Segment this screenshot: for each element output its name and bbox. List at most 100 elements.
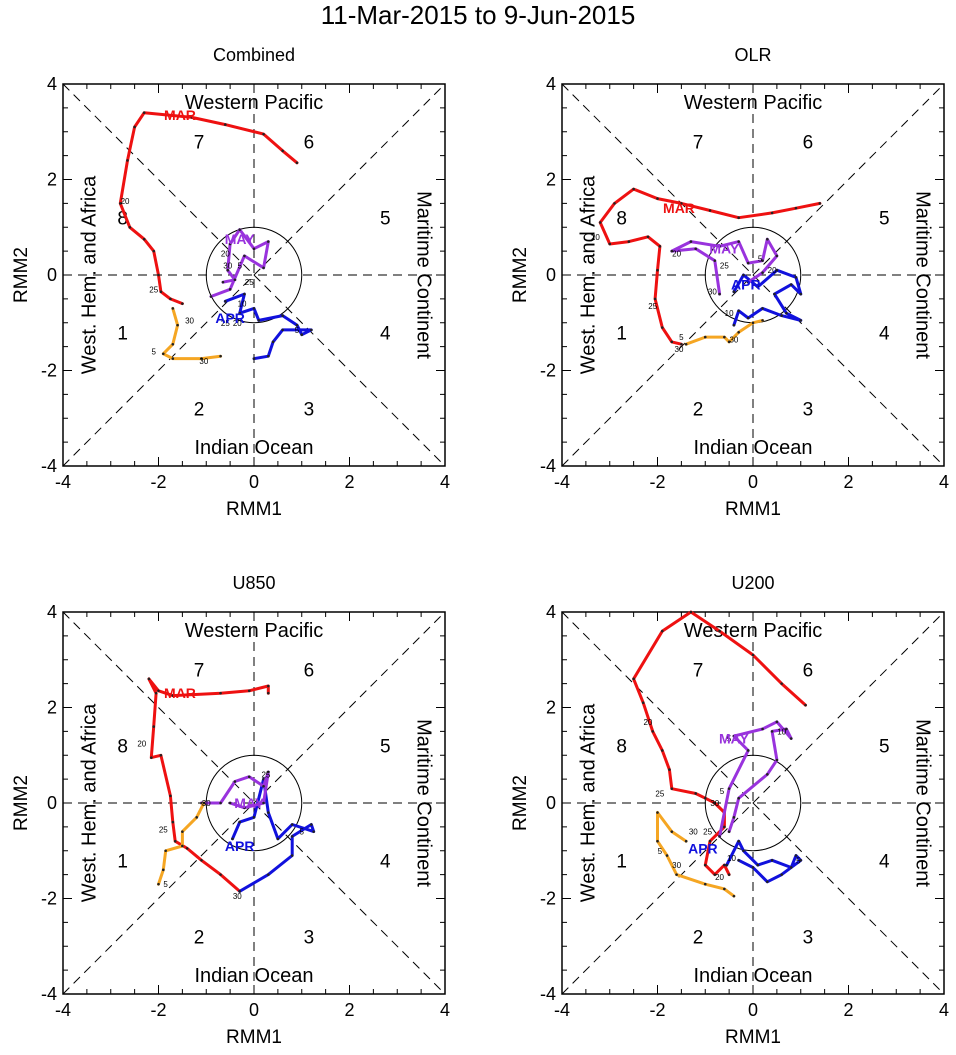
day-point-mar xyxy=(723,863,726,867)
day-point-may xyxy=(761,271,764,274)
day-point-may xyxy=(209,295,213,298)
day-point-mar xyxy=(128,225,132,229)
page-title: 11-Mar-2015 to 9-Jun-2015 xyxy=(320,0,636,30)
x-axis-label: RMM1 xyxy=(725,1027,781,1048)
day-point-apr xyxy=(761,307,764,310)
day-point-may xyxy=(228,801,232,805)
day-point-mar xyxy=(267,691,270,695)
region-label-west-hem-africa: West. Hem. and Africa xyxy=(577,175,599,374)
day-point-apr xyxy=(785,311,788,315)
day-point-mar xyxy=(185,847,189,850)
day-label: 5 xyxy=(720,787,725,796)
day-point-may xyxy=(775,720,779,724)
phase-label-6: 6 xyxy=(304,660,315,681)
guide-diagonal-up xyxy=(561,83,945,467)
day-label: 5 xyxy=(727,735,732,744)
day-label: 20 xyxy=(221,250,230,259)
x-tick-label: -2 xyxy=(649,472,665,492)
day-point-apr xyxy=(252,307,256,310)
day-label: 30 xyxy=(729,335,738,344)
day-point-apr xyxy=(737,859,740,862)
month-label-may: MAY xyxy=(719,731,749,747)
day-point-jun xyxy=(751,321,755,325)
day-label: 25 xyxy=(245,278,254,287)
x-tick-label: 2 xyxy=(843,1000,853,1020)
region-label-western-pacific: Western Pacific xyxy=(684,620,823,642)
day-point-apr xyxy=(252,357,256,360)
x-tick-label: 4 xyxy=(440,1000,450,1020)
day-point-mar xyxy=(150,756,153,759)
day-point-mar xyxy=(152,725,156,728)
day-point-mar xyxy=(668,768,671,771)
day-point-apr xyxy=(732,290,736,294)
phase-label-1: 1 xyxy=(117,323,128,344)
day-point-apr xyxy=(243,292,246,296)
day-point-apr xyxy=(310,328,313,332)
day-point-may xyxy=(766,773,769,776)
y-tick-label: 4 xyxy=(47,602,57,622)
day-point-may xyxy=(761,259,764,262)
day-label: 30 xyxy=(233,892,242,901)
day-point-apr xyxy=(794,854,798,857)
day-point-jun xyxy=(703,882,707,886)
day-label: 5 xyxy=(151,347,156,356)
x-tick-label: 0 xyxy=(249,1000,259,1020)
unit-circle xyxy=(205,226,303,324)
x-tick-label: 4 xyxy=(939,472,949,492)
month-label-mar: MAR xyxy=(663,200,695,216)
day-point-may xyxy=(732,816,736,819)
y-tick-label: -4 xyxy=(540,456,556,476)
day-point-mar xyxy=(142,111,146,114)
y-tick-label: 0 xyxy=(546,793,556,813)
day-point-apr xyxy=(295,323,299,327)
day-point-apr xyxy=(780,314,783,317)
phase-label-1: 1 xyxy=(616,851,627,872)
day-label: 25 xyxy=(703,828,712,837)
day-point-may xyxy=(766,237,769,241)
day-label: 5 xyxy=(295,326,300,335)
day-point-apr xyxy=(300,333,304,336)
y-tick-label: 4 xyxy=(546,602,556,622)
phase-label-1: 1 xyxy=(117,851,128,872)
day-point-mar xyxy=(670,340,674,344)
x-tick-label: -4 xyxy=(554,472,570,492)
day-point-may xyxy=(718,292,721,296)
day-point-mar xyxy=(660,629,664,633)
day-point-mar xyxy=(142,237,146,241)
day-point-mar xyxy=(641,701,645,705)
phase-label-3: 3 xyxy=(803,928,814,949)
month-label-may: MAY xyxy=(234,795,264,811)
day-point-may xyxy=(746,261,750,265)
day-point-apr xyxy=(737,839,740,843)
day-point-jun xyxy=(727,340,731,344)
day-point-mar xyxy=(157,273,160,277)
region-label-indian-ocean: Indian Ocean xyxy=(694,965,813,987)
y-tick-label: 4 xyxy=(546,74,556,94)
day-point-mar xyxy=(689,610,693,614)
y-axis-label: RMM2 xyxy=(11,775,32,831)
series-line-mar xyxy=(632,610,807,877)
day-point-mar xyxy=(653,297,657,301)
day-point-mar xyxy=(200,859,203,862)
day-point-apr xyxy=(290,823,294,826)
day-point-mar xyxy=(608,242,612,246)
month-label-apr: APR xyxy=(731,277,761,293)
day-point-may xyxy=(262,801,265,805)
day-point-mar xyxy=(169,297,172,301)
day-point-mar xyxy=(713,873,717,876)
day-point-mar xyxy=(173,839,177,843)
y-tick-label: -4 xyxy=(540,984,556,1004)
day-point-may xyxy=(238,228,241,231)
day-point-jun xyxy=(195,816,198,819)
day-point-apr xyxy=(799,859,803,862)
day-point-mar xyxy=(703,863,707,867)
guide-diagonal-up xyxy=(561,611,945,995)
day-point-may xyxy=(770,730,774,733)
guide-diagonal-up xyxy=(62,611,446,995)
day-label: 30 xyxy=(672,861,681,870)
day-point-may xyxy=(219,801,222,805)
day-point-mar xyxy=(181,302,184,305)
day-point-jun xyxy=(171,307,175,310)
panel-title: U850 xyxy=(232,573,275,593)
month-label-apr: APR xyxy=(225,838,255,854)
